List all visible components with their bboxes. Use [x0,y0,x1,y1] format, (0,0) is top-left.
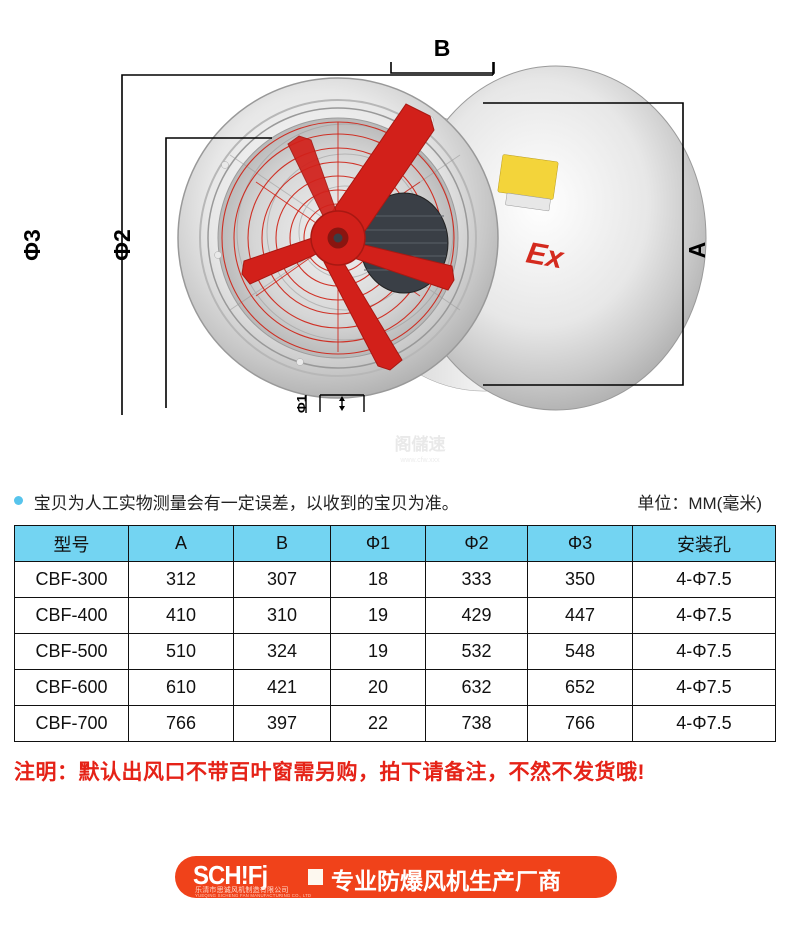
svg-text:Φ3: Φ3 [19,229,45,261]
svg-text:阁儲速: 阁儲速 [395,434,446,454]
svg-text:Φ2: Φ2 [109,229,135,261]
svg-text:A: A [684,242,710,259]
svg-text:Φ1: Φ1 [294,395,309,413]
svg-text:B: B [434,35,451,61]
svg-text:Ex: Ex [524,236,567,275]
svg-text:www.cfw.xxx: www.cfw.xxx [399,457,440,464]
